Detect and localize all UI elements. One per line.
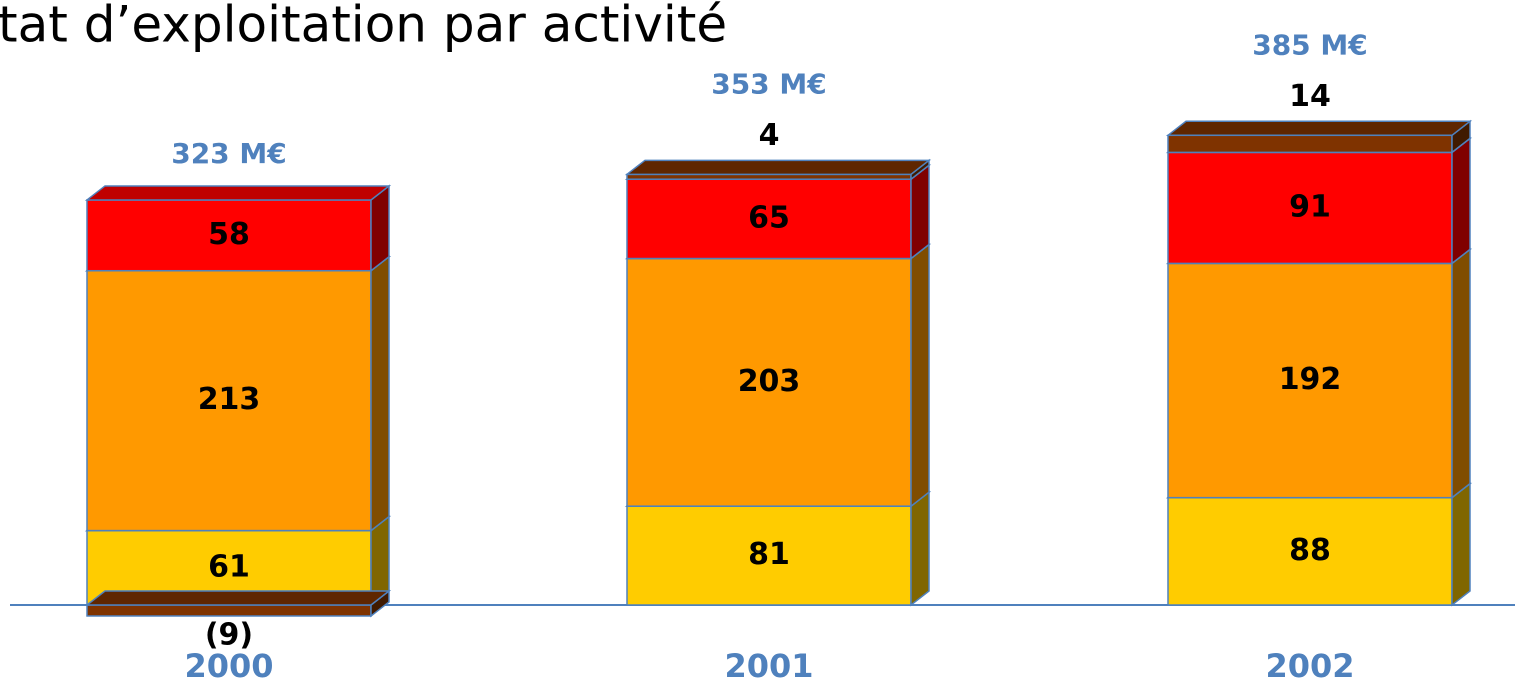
bar-side (370, 255, 390, 533)
segment-label: 91 (1289, 189, 1331, 224)
segment-label: 81 (748, 537, 790, 572)
total-label: 353 M€ (711, 67, 827, 100)
bar-side (910, 163, 930, 261)
segment-label: 65 (748, 200, 790, 235)
bar-segment (626, 257, 912, 507)
segment-label: (9) (205, 617, 253, 652)
segment-label: 4 (759, 118, 780, 153)
x-tick-label: 2001 (724, 647, 813, 685)
chart-title: tat d’exploitation par activité (0, 0, 727, 54)
bar-segment (86, 199, 372, 272)
bar-segment (86, 269, 372, 532)
total-label: 323 M€ (171, 137, 287, 170)
bar-top (84, 185, 392, 201)
bar-top (1165, 120, 1473, 137)
bar-side (910, 242, 930, 508)
bar-segment (1167, 262, 1453, 499)
bar-side (910, 490, 930, 607)
segment-label: 192 (1279, 362, 1342, 397)
bar-segment (1167, 496, 1453, 606)
bar-top (84, 590, 392, 606)
bar-segment (86, 604, 372, 617)
segment-label: 14 (1289, 79, 1331, 114)
segment-label: 203 (738, 364, 801, 399)
bar-segment (1167, 151, 1453, 265)
x-tick-label: 2000 (184, 647, 273, 685)
x-tick-label: 2002 (1265, 647, 1354, 685)
bar-top (624, 159, 932, 176)
bar-side (1451, 482, 1471, 607)
bar-segment (1167, 134, 1453, 154)
segment-label: 213 (198, 382, 261, 417)
segment-label: 88 (1289, 533, 1331, 568)
segment-label: 58 (208, 217, 250, 252)
bar-side (1451, 247, 1471, 500)
bar-segment (626, 178, 912, 260)
total-label: 385 M€ (1252, 28, 1368, 61)
bar-side (1451, 136, 1471, 265)
segment-label: 61 (208, 549, 250, 584)
